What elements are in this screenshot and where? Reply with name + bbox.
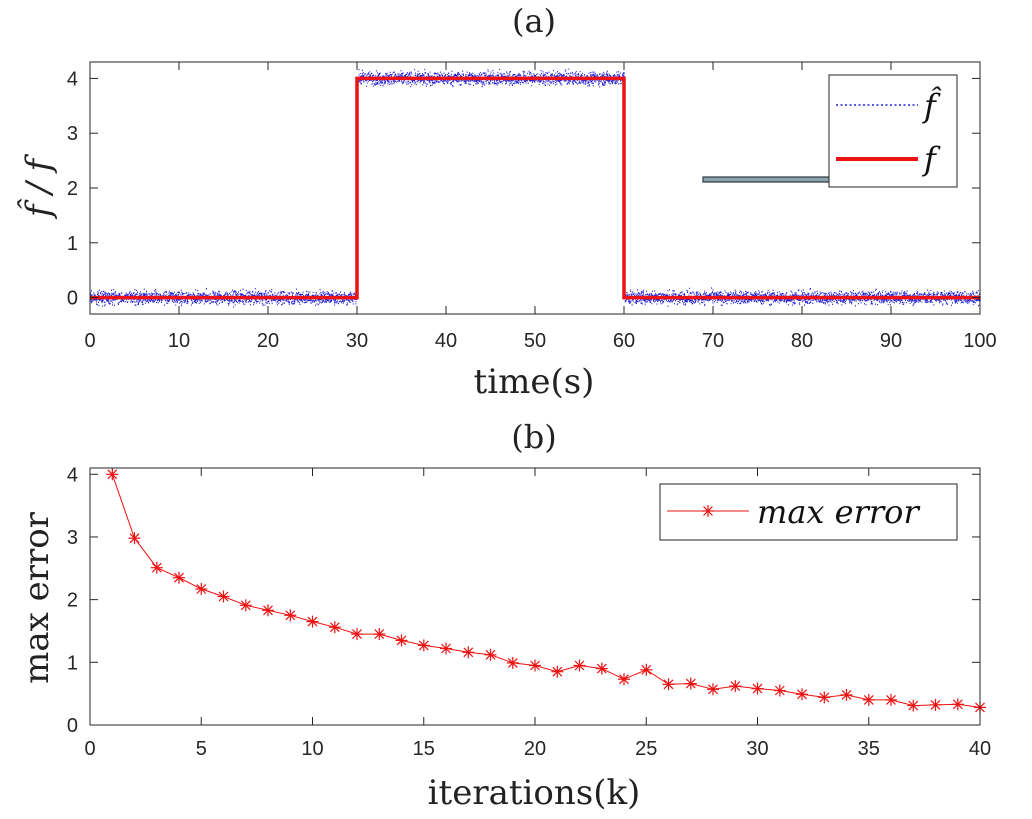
max-error-point [707,683,719,696]
max-error-point [862,693,875,706]
panel-a-title: (a) [512,2,556,40]
max-error-point [351,628,363,641]
max-error-point [951,698,964,711]
max-error-point [907,699,920,712]
y-tick-label: 4 [67,68,78,90]
max-error-point [195,583,208,595]
x-tick-label: 20 [524,738,546,760]
max-error-point [306,615,319,628]
max-error-point [529,659,541,672]
max-error-point [217,590,230,603]
max-error-point [551,665,564,678]
y-tick-label: 2 [67,590,78,612]
x-tick-label: 10 [168,330,190,352]
max-error-point [640,663,653,676]
x-tick-label: 25 [635,738,657,760]
y-tick-label: 3 [67,123,78,145]
panel-a-xlabel: time(s) [474,362,595,402]
x-tick-label: 30 [346,330,368,352]
y-tick-label: 3 [67,527,78,549]
x-tick-label: 40 [435,330,457,352]
x-tick-label: 80 [791,330,813,352]
x-tick-label: 0 [84,330,95,352]
max-error-point [796,688,808,701]
y-tick-label: 2 [67,178,78,200]
max-error-point [595,662,608,675]
max-error-point [417,639,430,652]
max-error-point [462,646,475,659]
max-error-point [106,468,119,481]
x-tick-label: 100 [963,330,996,352]
max-error-point [773,684,786,697]
x-tick-label: 15 [413,738,435,760]
max-error-point [173,571,185,584]
max-error-point [373,628,386,641]
max-error-point [618,673,630,686]
max-error-point [684,677,697,690]
x-tick-label: 35 [858,738,880,760]
y-tick-label: 1 [67,652,78,674]
x-tick-label: 30 [746,738,768,760]
panel-a-legend-box [828,74,958,188]
x-tick-label: 5 [196,738,207,760]
x-tick-label: 10 [301,738,323,760]
max-error-point [440,642,452,655]
max-error-point [573,659,586,672]
max-error-point [729,680,742,693]
max-error-point [262,604,274,617]
panel-b-legend: max error [659,483,958,541]
max-error-point [818,691,831,704]
max-error-point [239,599,252,612]
panel-b-ylabel: max error [17,511,57,684]
max-error-point [751,682,764,695]
panel-a-ticks: 0 10 20 30 40 50 60 70 80 90 100 0 1 2 3 4 [67,62,997,352]
x-tick-label: 70 [702,330,724,352]
max-error-line [111,474,981,708]
x-tick-label: 90 [880,330,902,352]
max-error-point [662,678,675,691]
x-tick-label: 0 [84,738,95,760]
max-error-point [284,609,297,622]
legend-max-error-marker [702,505,714,517]
max-error-point [506,656,519,669]
panel-b-xlabel: iterations(k) [428,773,641,813]
panel-a-ylabel: f̂ / f [17,153,59,220]
max-error-point [840,688,853,701]
y-tick-label: 0 [67,288,78,310]
x-tick-label: 20 [257,330,279,352]
panel-a-legend: f̂ f [828,74,958,188]
legend-max-error-label: max error [757,493,920,531]
max-error-point [328,621,341,634]
y-tick-label: 4 [67,464,78,486]
x-tick-label: 60 [613,330,635,352]
panel-b-title: (b) [511,418,556,456]
panel-a-series-f [90,76,980,300]
f-step-line [90,76,980,300]
x-tick-label: 40 [969,738,991,760]
max-error-point [929,698,942,711]
panel-b-series-max-error [106,468,986,714]
panel-b-ticks: 0 5 10 15 20 25 30 35 40 0 1 2 3 4 [67,464,991,760]
max-error-point [885,693,897,706]
max-error-point [484,648,497,661]
x-tick-label: 50 [524,330,546,352]
max-error-point [395,634,408,647]
max-error-point [128,532,141,545]
y-tick-label: 1 [67,233,78,255]
max-error-point [150,561,163,574]
y-tick-label: 0 [67,715,78,737]
